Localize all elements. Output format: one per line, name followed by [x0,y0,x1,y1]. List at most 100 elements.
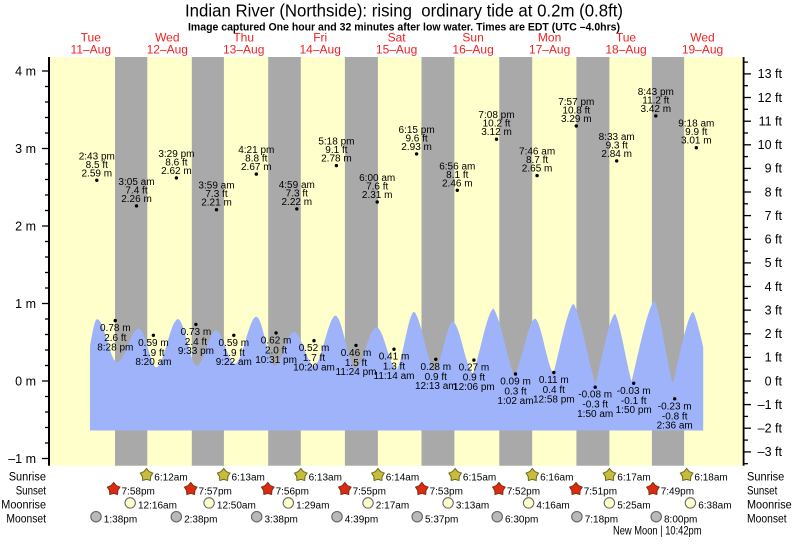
svg-text:0.62 m: 0.62 m [261,335,292,346]
svg-text:0.78 m: 0.78 m [100,323,131,334]
svg-text:0.28 m: 0.28 m [421,362,452,373]
svg-text:2.6 ft: 2.6 ft [104,333,126,344]
svg-text:12:13 am: 12:13 am [415,381,457,392]
svg-text:4:39pm: 4:39pm [345,514,378,525]
svg-text:1 ft: 1 ft [765,351,783,365]
svg-text:8.8 ft: 8.8 ft [245,154,267,165]
svg-text:1:38pm: 1:38pm [104,514,137,525]
svg-text:1.9 ft: 1.9 ft [142,348,164,359]
svg-text:19–Aug: 19–Aug [682,43,723,57]
svg-text:2.67 m: 2.67 m [241,162,272,173]
svg-text:2 m: 2 m [15,219,36,233]
svg-text:2.65 m: 2.65 m [522,164,553,175]
svg-text:Sunset: Sunset [16,484,47,498]
svg-text:9 ft: 9 ft [765,162,783,176]
svg-text:0.52 m: 0.52 m [299,343,330,354]
svg-text:6:30pm: 6:30pm [505,514,538,525]
svg-text:7:58pm: 7:58pm [122,487,155,498]
svg-text:12 ft: 12 ft [758,91,783,105]
svg-text:8:43 pm: 8:43 pm [638,87,674,98]
svg-text:2.59 m: 2.59 m [82,168,113,179]
svg-text:1:29am: 1:29am [296,501,329,512]
svg-text:0.59 m: 0.59 m [219,338,250,349]
svg-text:2.93 m: 2.93 m [401,142,432,153]
svg-text:11–Aug: 11–Aug [71,43,111,57]
svg-text:–3 ft: –3 ft [758,445,783,459]
svg-text:0 ft: 0 ft [765,374,783,388]
svg-text:3.29 m: 3.29 m [561,114,592,125]
svg-text:13–Aug: 13–Aug [223,43,264,57]
svg-text:–1 ft: –1 ft [758,398,783,412]
svg-text:8:00pm: 8:00pm [664,514,697,525]
svg-text:9:33 pm: 9:33 pm [178,346,214,357]
svg-text:-0.3 ft: -0.3 ft [582,400,608,411]
svg-text:6:18am: 6:18am [694,473,727,484]
svg-text:8.7 ft: 8.7 ft [526,155,548,166]
svg-text:2.26 m: 2.26 m [121,194,152,205]
svg-text:7 ft: 7 ft [765,209,783,223]
svg-text:6:15 pm: 6:15 pm [399,125,435,136]
svg-text:New Moon | 10:42pm: New Moon | 10:42pm [613,523,702,537]
svg-text:1.5 ft: 1.5 ft [345,358,367,369]
svg-text:Sunset: Sunset [747,484,778,498]
svg-text:11:24 pm: 11:24 pm [336,367,377,378]
svg-text:7:55pm: 7:55pm [353,487,386,498]
svg-text:7:49pm: 7:49pm [661,487,694,498]
svg-text:9:22 am: 9:22 am [216,357,252,368]
svg-text:14–Aug: 14–Aug [300,43,341,57]
svg-text:-0.8 ft: -0.8 ft [662,411,688,422]
svg-text:18–Aug: 18–Aug [605,43,646,57]
svg-text:6:13am: 6:13am [309,473,342,484]
svg-text:3:59 am: 3:59 am [198,181,234,192]
svg-text:12:06 pm: 12:06 pm [453,382,495,393]
svg-text:0.3 ft: 0.3 ft [504,387,526,398]
svg-text:7:51pm: 7:51pm [584,487,617,498]
svg-text:7:57pm: 7:57pm [199,487,232,498]
svg-text:Moonrise: Moonrise [747,498,792,512]
svg-text:9.1 ft: 9.1 ft [325,145,347,156]
svg-text:1:02 am: 1:02 am [497,396,533,407]
svg-text:6:16am: 6:16am [540,473,573,484]
svg-text:12–Aug: 12–Aug [147,43,188,57]
svg-text:3 m: 3 m [15,142,36,156]
svg-text:11.2 ft: 11.2 ft [642,95,669,106]
svg-text:5:25am: 5:25am [617,501,650,512]
svg-text:8:33 am: 8:33 am [599,132,635,143]
svg-text:Tue: Tue [81,31,102,45]
svg-text:6 ft: 6 ft [765,233,783,247]
svg-text:Moonset: Moonset [747,511,787,525]
svg-text:Tue: Tue [616,31,637,45]
svg-text:0.09 m: 0.09 m [500,377,531,388]
svg-text:3:29 pm: 3:29 pm [158,149,194,160]
svg-text:3:05 am: 3:05 am [118,177,154,188]
svg-text:-0.1 ft: -0.1 ft [621,396,647,407]
svg-text:4:16am: 4:16am [536,501,569,512]
svg-text:Fri: Fri [313,31,327,45]
svg-text:2.21 m: 2.21 m [201,198,232,209]
svg-text:9.6 ft: 9.6 ft [405,133,427,144]
svg-text:7.3 ft: 7.3 ft [205,189,227,200]
svg-text:7:46 am: 7:46 am [519,147,555,158]
svg-text:9:18 am: 9:18 am [678,119,714,130]
svg-text:7:18pm: 7:18pm [585,514,618,525]
svg-text:2.31 m: 2.31 m [362,190,393,201]
svg-text:9.9 ft: 9.9 ft [685,127,707,138]
svg-text:Indian River (Northside): risi: Indian River (Northside): rising ordinar… [185,1,623,21]
svg-text:0.73 m: 0.73 m [181,327,212,338]
svg-text:11 ft: 11 ft [759,115,783,129]
svg-text:13 ft: 13 ft [758,67,783,81]
svg-text:10.2 ft: 10.2 ft [483,119,511,130]
svg-text:-0.23 m: -0.23 m [658,401,692,412]
svg-text:2:43 pm: 2:43 pm [79,151,115,162]
svg-text:8.6 ft: 8.6 ft [165,157,187,168]
svg-text:6:56 am: 6:56 am [439,161,475,172]
svg-text:6:12am: 6:12am [154,473,187,484]
svg-text:7:52pm: 7:52pm [507,487,540,498]
svg-text:6:38am: 6:38am [698,501,731,512]
svg-text:6:15am: 6:15am [463,473,496,484]
svg-text:4:59 am: 4:59 am [279,180,315,191]
svg-text:5 ft: 5 ft [765,256,783,270]
svg-text:-0.03 m: -0.03 m [617,386,651,397]
svg-text:9.3 ft: 9.3 ft [606,140,628,151]
svg-text:4 ft: 4 ft [765,280,783,294]
